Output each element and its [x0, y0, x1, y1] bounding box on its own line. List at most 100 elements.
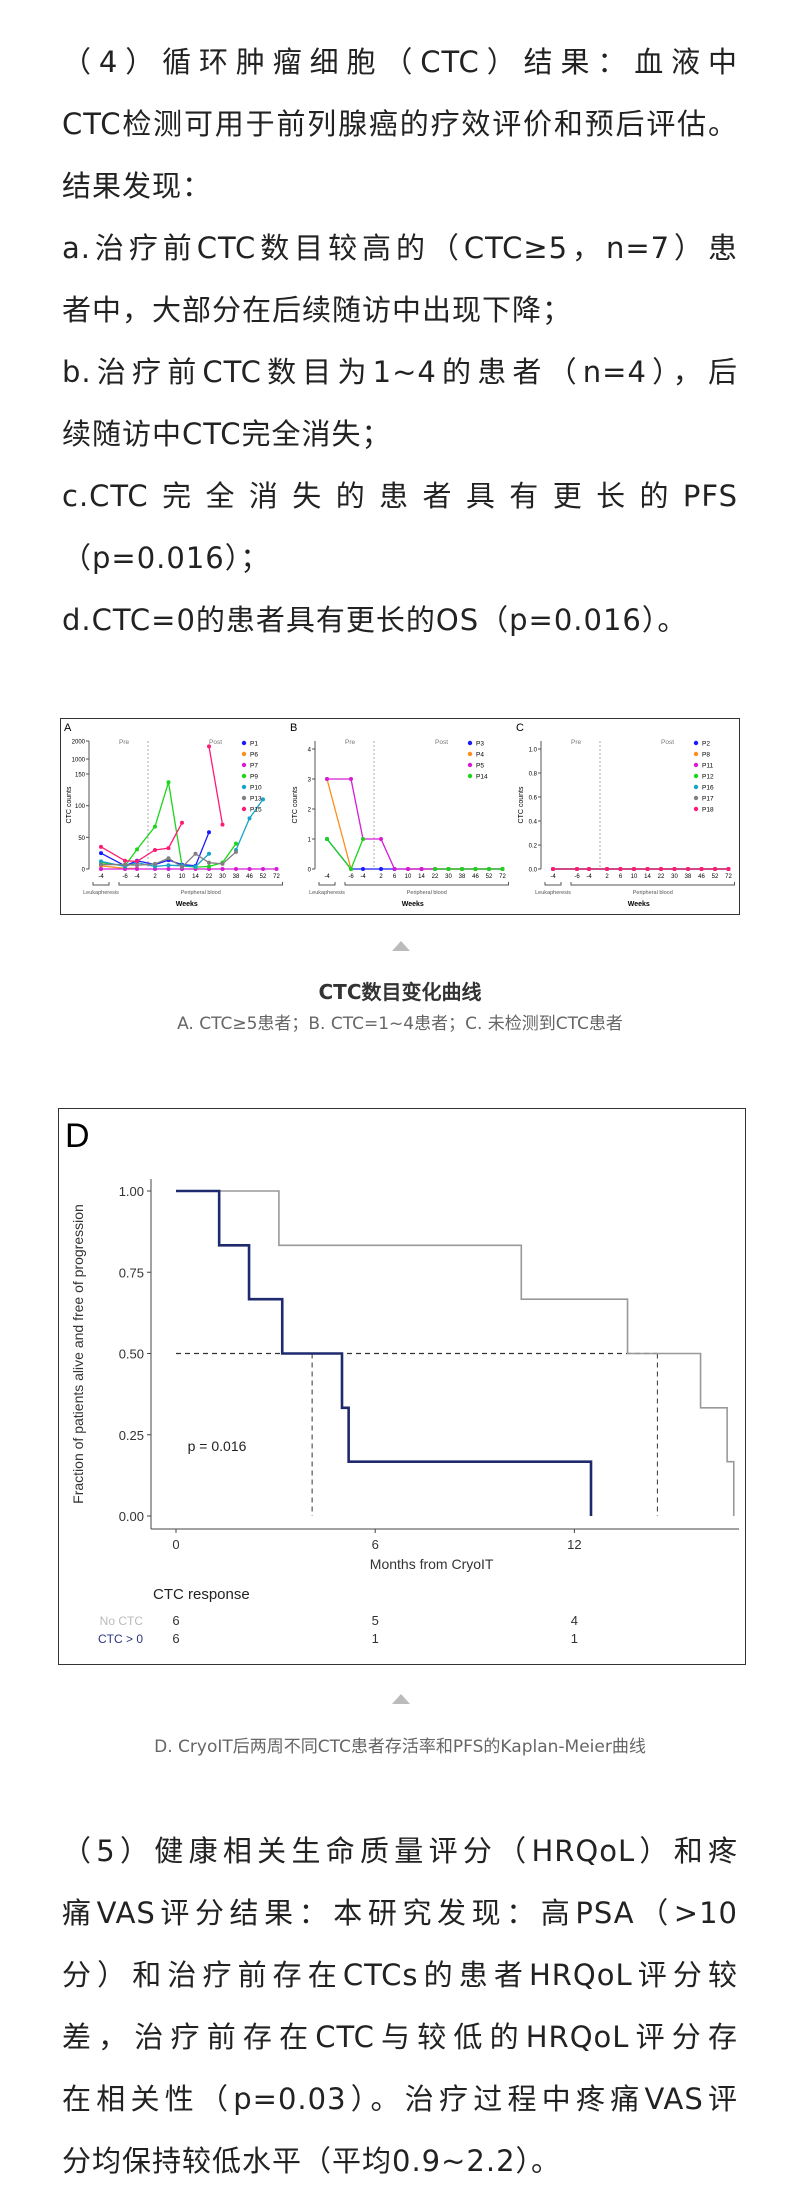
x-tick-label: 52	[486, 874, 493, 880]
text-line: 痛VAS评分结果：本研究发现：高PSA（>10	[62, 1896, 738, 1930]
legend-marker	[241, 751, 247, 757]
panel-C: C CTC counts 0.0 0.2 0.4 0.6 0.8 1.0 -4 -6 -4 2 6 10 1…	[516, 722, 735, 908]
y-axis-label: CTC counts	[66, 786, 73, 823]
x-tick-label: 46	[246, 874, 253, 880]
km-figure: D 0.00 0.25 0.50 0.75 1.00 0 6 12 Fraction of pat…	[58, 1108, 746, 1665]
km-chart: D 0.00 0.25 0.50 0.75 1.00 0 6 12 Fraction of pat…	[65, 1117, 739, 1646]
legend-marker	[241, 806, 247, 812]
caret-up-icon	[392, 1694, 410, 1704]
group-bracket	[118, 882, 283, 886]
x-tick-label: 30	[219, 874, 226, 880]
risk-count: 1	[372, 1631, 379, 1646]
legend-label: P3	[476, 741, 484, 748]
p-value-label: p = 0.016	[188, 1438, 247, 1454]
y-axis-label: Fraction of patients alive and free of p…	[70, 1204, 86, 1504]
data-point	[220, 822, 225, 827]
y-tick-label: 150	[75, 773, 86, 779]
panel-label: D	[65, 1117, 90, 1155]
x-tick-label: 2	[605, 874, 609, 880]
y-tick-label: 0.6	[529, 796, 538, 802]
legend-label: P1	[250, 741, 258, 748]
x-tick-label: -6	[348, 874, 354, 880]
legend-label: P10	[250, 785, 262, 792]
panel-label: A	[64, 722, 72, 734]
text-line: 差，治疗前存在CTC与较低的HRQoL评分存	[62, 2020, 738, 2054]
legend-label: P17	[702, 796, 714, 803]
x-tick-label: 6	[372, 1537, 379, 1552]
legend-marker	[693, 773, 699, 779]
group-bracket	[344, 882, 509, 886]
x-axis-label: Weeks	[402, 901, 424, 908]
x-tick-label: 10	[179, 874, 186, 880]
series-line	[100, 865, 137, 870]
text-line: 在相关性（p=0.03）。治疗过程中疼痛VAS评	[62, 2082, 738, 2116]
risk-count: 6	[172, 1613, 179, 1628]
text-line: a.治疗前CTC数目较高的（CTC≥5，n=7）患	[62, 231, 738, 265]
text-line: CTC检测可用于前列腺癌的疗效评价和预后评估。	[62, 107, 738, 141]
legend-marker	[241, 795, 247, 801]
y-axis-label: CTC counts	[292, 786, 299, 823]
x-tick-label: 72	[273, 874, 280, 880]
legend-marker	[467, 751, 473, 757]
group-label: Leukapheresis	[535, 890, 571, 896]
y-tick-label: 100	[75, 804, 86, 810]
x-tick-label: 22	[658, 874, 665, 880]
text-line: 结果发现：	[62, 169, 213, 203]
text-line: b.治疗前CTC数目为1~4的患者（n=4），后	[62, 355, 738, 389]
x-tick-label: 52	[712, 874, 719, 880]
phase-label-post: Post	[435, 739, 448, 746]
x-tick-label: -4	[550, 874, 556, 880]
ctc-count-figure: A CTC counts 0 50 100 150 1000 2000 -4 -6 -4 2 6 10 14…	[60, 718, 740, 915]
x-tick-label: 6	[393, 874, 397, 880]
x-tick-label: 14	[418, 874, 425, 880]
group-label: Peripheral blood	[633, 890, 673, 896]
x-tick-label: 46	[698, 874, 705, 880]
y-tick-label: 0.8	[529, 772, 538, 778]
group-label: Leukapheresis	[309, 890, 345, 896]
legend-marker	[693, 762, 699, 768]
y-tick-label: 1.00	[119, 1184, 144, 1199]
y-tick-label: 50	[78, 836, 85, 842]
risk-row-label: No CTC	[100, 1614, 144, 1628]
x-tick-label: -4	[360, 874, 366, 880]
risk-count: 1	[571, 1631, 578, 1646]
legend-marker	[693, 740, 699, 746]
legend-label: P2	[702, 741, 710, 748]
risk-row-label: CTC > 0	[98, 1632, 143, 1646]
x-tick-label: 30	[671, 874, 678, 880]
legend-marker	[241, 740, 247, 746]
legend-marker	[693, 784, 699, 790]
phase-label-post: Post	[661, 739, 674, 746]
series-line	[327, 778, 503, 870]
km-curve	[176, 1190, 735, 1516]
y-tick-label: 2	[308, 808, 312, 814]
x-axis-label: Months from CryoIT	[370, 1556, 494, 1572]
x-tick-label: 2	[153, 874, 157, 880]
legend-label: P8	[702, 752, 710, 759]
group-bracket	[318, 882, 336, 886]
section-5-text: （5）健康相关生命质量评分（HRQoL）和疼 痛VAS评分结果：本研究发现：高PS…	[62, 1820, 738, 2192]
x-tick-label: 0	[172, 1537, 179, 1552]
x-tick-label: 72	[499, 874, 506, 880]
panel-A: A CTC counts 0 50 100 150 1000 2000 -4 -6 -4 2 6 10 14…	[64, 722, 283, 908]
y-tick-label: 0.25	[119, 1428, 144, 1443]
y-tick-label: 0	[308, 868, 312, 874]
legend-label: P6	[250, 752, 258, 759]
risk-count: 5	[372, 1613, 379, 1628]
x-tick-label: 6	[167, 874, 171, 880]
y-tick-label: 0	[82, 868, 86, 874]
legend-label: P16	[702, 785, 714, 792]
phase-label-pre: Pre	[345, 739, 356, 746]
x-tick-label: -6	[574, 874, 580, 880]
y-tick-label: 0.2	[529, 844, 538, 850]
x-tick-label: -4	[586, 874, 592, 880]
series-line	[100, 782, 237, 868]
phase-label-post: Post	[209, 739, 222, 746]
x-tick-label: 30	[445, 874, 452, 880]
panel-label: C	[516, 722, 524, 734]
group-label: Peripheral blood	[181, 890, 221, 896]
x-tick-label: 22	[432, 874, 439, 880]
group-bracket	[570, 882, 735, 886]
y-tick-label: 0.75	[119, 1265, 144, 1280]
